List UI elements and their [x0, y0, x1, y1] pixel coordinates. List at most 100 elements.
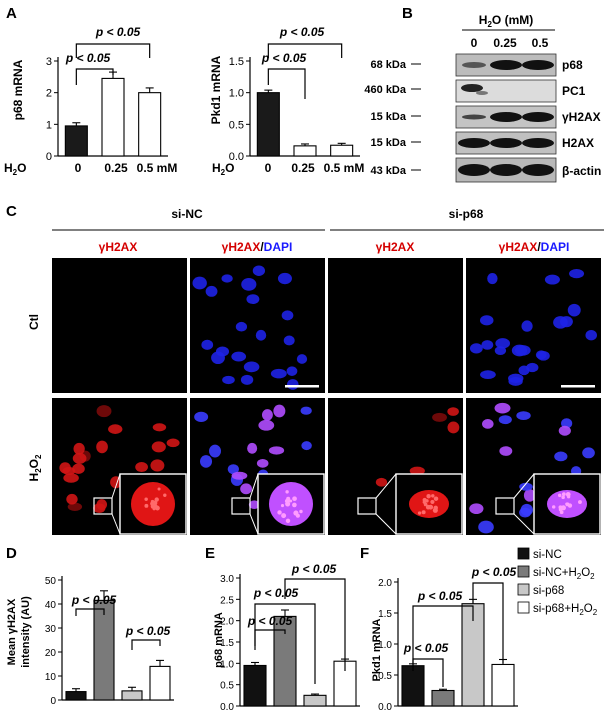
nucleus: [286, 366, 298, 376]
zoom-focus: [295, 513, 300, 518]
sig-bracket: [75, 43, 151, 58]
y-tick-label: 0: [50, 696, 56, 707]
a-left-sig-low: p < 0.05: [65, 51, 111, 65]
legend-label-si-p68: si-p68: [533, 585, 564, 597]
blot-lane-2: 0.5: [532, 36, 549, 50]
panel-label-c: C: [6, 203, 17, 220]
blot-kda-bactin: 43 kDa: [371, 165, 407, 177]
zoom-focus: [432, 507, 438, 513]
nucleus: [498, 415, 512, 425]
legend-swatch-si-nc: [517, 547, 530, 560]
micro-image: [328, 258, 463, 393]
zoom-line: [513, 473, 535, 499]
nucleus: [518, 365, 530, 376]
bar-D-1: [93, 599, 115, 701]
zoom-focus: [292, 502, 297, 508]
blot-kda-pc1: 460 kDa: [364, 84, 406, 96]
bar-F-0: [401, 665, 425, 707]
zoom-focus: [421, 510, 426, 515]
blot-row-p68: 68 kDa p68: [371, 53, 583, 77]
panel-label-a: A: [6, 5, 17, 22]
nucleus: [301, 441, 312, 451]
blot-kda-gh2ax: 15 kDa: [371, 111, 407, 123]
nucleus: [544, 274, 560, 285]
zoom-line: [375, 513, 397, 535]
d-sig-b: p < 0.05: [125, 624, 171, 638]
nucleus: [96, 405, 112, 418]
bar-E-0: [243, 664, 267, 707]
zoom-box: [357, 497, 377, 515]
sig-bracket: [75, 68, 114, 85]
y-tick-label: 0.0: [220, 702, 234, 713]
nucleus: [447, 421, 460, 434]
a-left-h2o2-label: H2O: [4, 161, 26, 177]
f-sig-a: p < 0.05: [403, 641, 449, 655]
col-label-gh2ax-2: γH2AX: [376, 240, 415, 254]
zoom-line: [111, 473, 121, 499]
nucleus: [480, 370, 496, 380]
row-label-h2o2: H2O2: [27, 454, 43, 481]
nucleus: [246, 294, 260, 305]
zoom-focus: [561, 492, 566, 497]
y-tick-label: 1.5: [229, 56, 244, 68]
y-tick-label: 0.5: [378, 671, 392, 682]
microscopy-grid: [52, 258, 601, 535]
a-right-sig-top: p < 0.05: [279, 25, 325, 39]
nucleus: [519, 482, 533, 491]
nucleus: [494, 402, 511, 414]
nucleus: [478, 520, 494, 534]
nucleus: [268, 446, 285, 455]
nucleus: [281, 310, 294, 321]
zoom-focus: [154, 497, 159, 502]
e-sig-c: p < 0.05: [291, 562, 337, 576]
nucleus: [554, 451, 568, 462]
nucleus: [247, 442, 258, 454]
zoom-focus: [292, 496, 297, 502]
bar-A-right-2: [330, 144, 354, 157]
x-tick-label: 0.5 mM: [137, 161, 178, 175]
y-tick-label: 2.0: [378, 578, 392, 589]
nucleus: [375, 477, 388, 487]
nucleus: [66, 493, 78, 505]
zoom-focus: [552, 505, 556, 509]
zoom-focus: [422, 497, 427, 503]
sig-bracket: [254, 603, 316, 684]
nucleus: [585, 329, 597, 341]
y-tick-label: 20: [45, 648, 57, 659]
nucleus: [409, 466, 425, 476]
nucleus: [277, 272, 292, 285]
zoom-line: [111, 513, 121, 535]
sig-bracket: [75, 608, 105, 616]
nucleus: [569, 268, 585, 279]
nucleus: [240, 374, 254, 385]
sig-bracket: [472, 582, 504, 663]
legend-label-si-p68-h2o2: si-p68+H2O2: [533, 603, 598, 617]
x-tick-label: 0: [265, 161, 272, 175]
nucleus: [256, 458, 269, 468]
nucleus: [567, 303, 581, 317]
nucleus: [150, 459, 165, 472]
nucleus: [283, 335, 295, 346]
nucleus: [151, 441, 166, 453]
zoom-box: [495, 497, 515, 515]
nucleus: [261, 409, 273, 421]
zoom-focus: [557, 493, 562, 498]
nucleus: [222, 375, 235, 385]
bar-A-left-1: [101, 77, 125, 157]
zoom-nucleus: [409, 490, 449, 518]
nucleus: [270, 368, 287, 379]
f-sig-c: p < 0.05: [471, 565, 517, 579]
blot-row-gh2ax: 15 kDa γH2AX: [371, 105, 601, 129]
zoom-focus: [417, 511, 422, 515]
bar-A-right-0: [256, 92, 280, 157]
zoom-focus: [578, 500, 582, 505]
y-tick-label: 1.5: [220, 638, 234, 649]
micro-cell-r1-c3: [466, 398, 601, 535]
zoom-focus: [565, 491, 571, 497]
micro-cell-r0-c3: [466, 258, 601, 393]
blot-protein-bactin: β-actin: [562, 164, 601, 178]
panel-label-b: B: [402, 5, 413, 22]
e-ylabel: p68 mRNA: [213, 612, 225, 668]
y-tick-label: 1.0: [378, 640, 392, 651]
nucleus: [248, 500, 260, 509]
